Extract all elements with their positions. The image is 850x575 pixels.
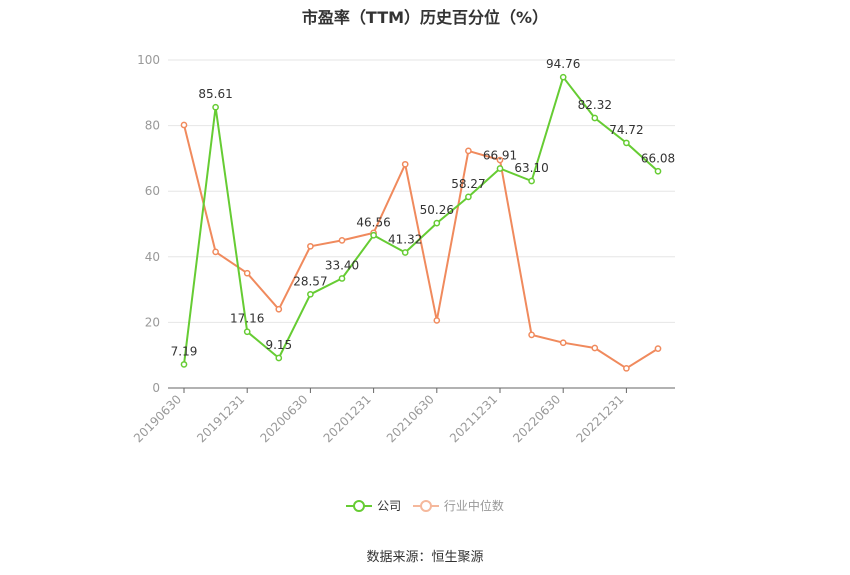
data-point-company — [654, 167, 662, 175]
y-tick-label: 60 — [145, 184, 160, 198]
data-point-company — [559, 73, 567, 81]
data-label: 63.10 — [514, 161, 548, 175]
grid-lines — [168, 59, 675, 323]
data-point-company — [591, 114, 599, 122]
series-layer — [180, 73, 662, 372]
data-point-company — [212, 103, 219, 111]
data-label: 46.56 — [356, 215, 390, 229]
data-label: 85.61 — [198, 87, 232, 101]
y-tick-label: 20 — [145, 315, 160, 329]
data-point-company — [528, 177, 535, 185]
x-tick-label: 20201231 — [321, 392, 374, 445]
data-label: 94.76 — [546, 57, 580, 71]
legend-label-company: 公司 — [377, 499, 402, 513]
data-point-industry — [559, 339, 567, 347]
y-tick-label: 40 — [145, 250, 160, 264]
legend-item-company[interactable]: 公司 — [346, 497, 401, 514]
x-tick-label: 20220630 — [510, 392, 563, 445]
legend: 公司 行业中位数 — [0, 497, 850, 516]
data-point-company — [243, 328, 251, 336]
data-label: 28.57 — [293, 274, 327, 288]
data-point-industry — [623, 364, 630, 372]
data-point-industry — [465, 147, 472, 155]
legend-label-industry: 行业中位数 — [443, 499, 504, 513]
series-line-company — [183, 76, 659, 365]
data-label: 7.19 — [171, 344, 198, 358]
data-label: 17.16 — [230, 312, 264, 326]
y-tick-label: 80 — [145, 119, 160, 133]
y-axis-ticks: 0 20 40 60 80 100 — [137, 53, 160, 395]
data-point-company — [180, 361, 188, 368]
data-point-company — [275, 354, 283, 362]
chart-title: 市盈率（TTM）历史百分位（%） — [301, 8, 549, 27]
data-label: 33.40 — [325, 258, 359, 272]
data-label: 66.91 — [483, 149, 517, 163]
series-line-industry — [183, 124, 659, 370]
data-label: 66.08 — [641, 151, 675, 165]
x-axis-ticks: 20190630 20191231 20200630 20201231 20210630… — [131, 388, 627, 445]
data-point-company — [401, 249, 409, 256]
legend-swatch-industry — [412, 499, 439, 513]
data-point-company — [370, 231, 377, 239]
x-tick-label: 20200630 — [257, 392, 310, 445]
data-point-industry — [243, 269, 251, 277]
data-point-industry — [307, 242, 314, 250]
data-point-industry — [180, 121, 188, 129]
data-point-company — [465, 193, 472, 201]
data-label: 9.15 — [265, 338, 292, 352]
data-label: 82.32 — [578, 98, 612, 112]
data-point-industry — [433, 317, 441, 324]
data-point-industry — [338, 237, 346, 244]
data-point-company — [433, 219, 441, 227]
x-tick-label: 20211231 — [447, 392, 500, 445]
x-tick-label: 20221231 — [573, 392, 626, 445]
data-point-industry — [528, 331, 535, 339]
data-point-industry — [275, 305, 283, 313]
data-labels: 7.19 85.61 17.169.15 28.57 33.40 46.56 41.32 50… — [171, 57, 676, 358]
data-label: 74.72 — [609, 123, 643, 137]
data-point-industry — [654, 345, 662, 352]
x-tick-label: 20190630 — [131, 392, 184, 445]
data-point-company — [338, 275, 346, 282]
data-point-industry — [496, 156, 504, 164]
data-label: 41.32 — [388, 232, 422, 246]
data-label: 58.27 — [451, 177, 485, 191]
x-tick-label: 20210630 — [384, 392, 437, 445]
y-tick-label: 0 — [152, 381, 160, 395]
legend-item-industry[interactable]: 行业中位数 — [412, 497, 504, 514]
source-note: 数据来源：恒生聚源 — [366, 550, 484, 565]
data-point-company — [496, 165, 504, 172]
data-label: 50.26 — [420, 203, 454, 217]
data-point-industry — [401, 160, 409, 168]
x-tick-label: 20191231 — [194, 392, 247, 445]
data-point-company — [623, 139, 630, 147]
data-point-industry — [591, 344, 599, 352]
data-point-industry — [212, 248, 219, 256]
data-point-company — [307, 290, 314, 298]
y-tick-label: 100 — [137, 53, 160, 67]
legend-swatch-company — [346, 499, 373, 513]
